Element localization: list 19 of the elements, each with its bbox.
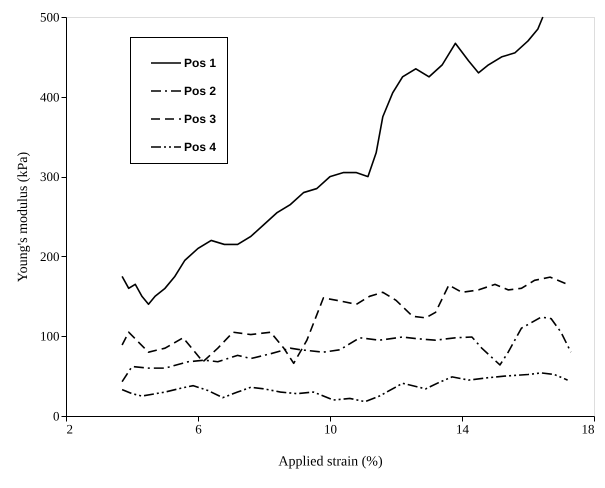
x-tick-label: 14 bbox=[456, 422, 470, 436]
x-tick-label: 10 bbox=[324, 422, 337, 436]
y-tick-label: 100 bbox=[40, 328, 60, 344]
y-tick-label: 300 bbox=[40, 169, 60, 184]
y-tick-label: 400 bbox=[40, 89, 60, 104]
y-tick-label: 500 bbox=[40, 10, 60, 24]
x-tick-label: 2 bbox=[66, 422, 73, 436]
x-axis-title: Applied strain (%) bbox=[278, 454, 383, 470]
legend-label: Pos 2 bbox=[184, 84, 216, 98]
line-series bbox=[121, 372, 568, 402]
y-tick-label: 200 bbox=[40, 248, 60, 264]
legend-label: Pos 1 bbox=[184, 56, 216, 70]
y-tick-label: 0 bbox=[53, 408, 60, 424]
x-tick-label: 18 bbox=[582, 422, 594, 436]
line-series bbox=[121, 16, 544, 306]
x-tick-label: 6 bbox=[195, 422, 202, 436]
legend-label: Pos 3 bbox=[184, 112, 216, 126]
y-axis-title: Young's modulus (kPa) bbox=[16, 152, 31, 282]
legend-label: Pos 4 bbox=[184, 140, 216, 154]
